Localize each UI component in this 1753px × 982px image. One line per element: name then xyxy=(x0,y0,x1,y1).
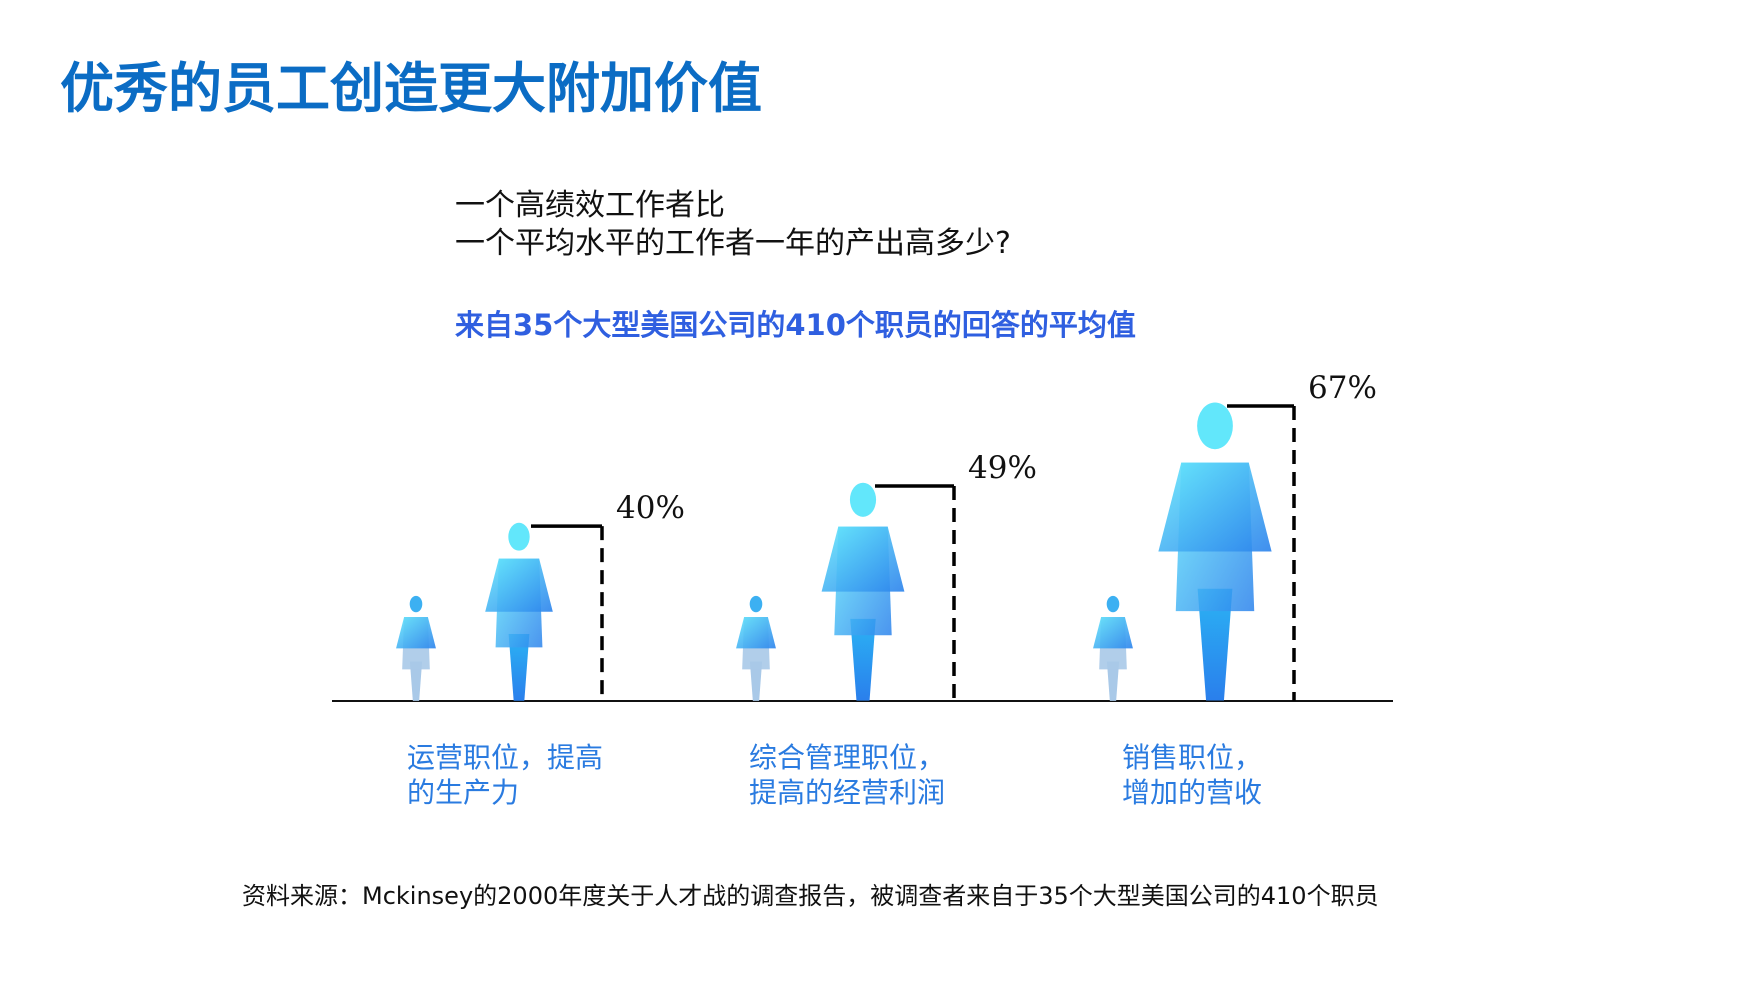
category-label-line: 综合管理职位， xyxy=(749,741,946,774)
average-worker-figure xyxy=(1093,595,1133,701)
category-label: 运营职位，提高 的生产力 xyxy=(407,740,603,810)
source-note: 资料来源：Mckinsey的2000年度关于人才战的调查报告，被调查者来自于35… xyxy=(242,882,1379,910)
category-label: 综合管理职位， 提高的经营利润 xyxy=(749,740,945,810)
question-line-2: 一个平均水平的工作者一年的产出高多少? xyxy=(455,226,1011,261)
category-label-line: 销售职位， xyxy=(1122,741,1263,774)
high-performer-figure xyxy=(485,522,553,701)
chart-subtitle: 来自35个大型美国公司的410个职员的回答的平均值 xyxy=(455,308,1136,342)
value-label: 40% xyxy=(616,490,685,526)
value-label: 67% xyxy=(1308,370,1377,406)
average-worker-figure xyxy=(736,595,776,701)
value-label: 49% xyxy=(968,450,1037,486)
category-label-line: 增加的营收 xyxy=(1122,776,1263,809)
category-label-line: 运营职位，提高 xyxy=(407,741,604,774)
high-performer-figure xyxy=(1158,402,1272,701)
high-performer-figure xyxy=(821,482,905,701)
category-label-line: 的生产力 xyxy=(407,776,520,809)
category-label: 销售职位， 增加的营收 xyxy=(1122,740,1262,810)
average-worker-figure xyxy=(396,595,436,701)
page-title: 优秀的员工创造更大附加价值 xyxy=(60,57,762,120)
question-line-1: 一个高绩效工作者比 xyxy=(455,188,725,223)
category-label-line: 提高的经营利润 xyxy=(749,776,946,809)
